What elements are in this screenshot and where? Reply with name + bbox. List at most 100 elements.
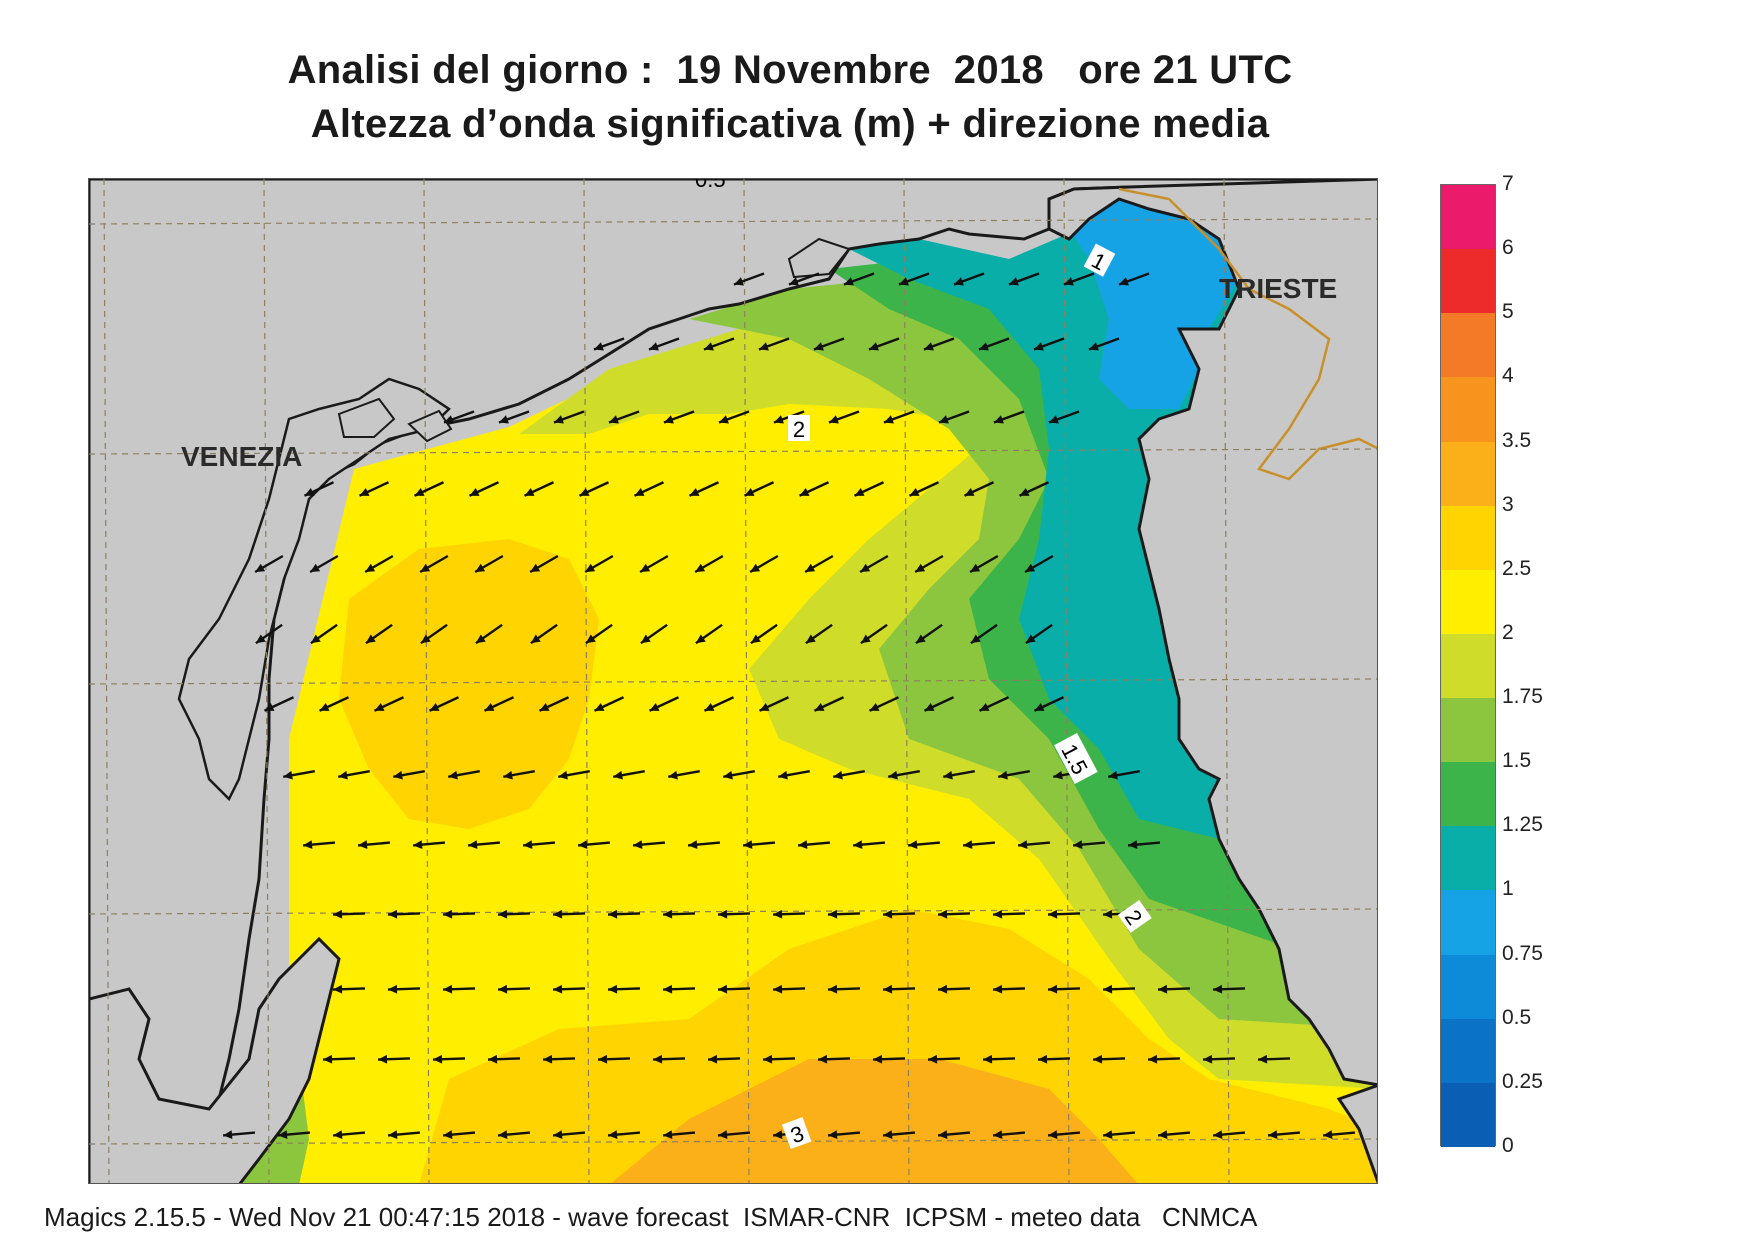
wave-arrow-head <box>1018 840 1028 849</box>
wave-arrow-head <box>553 1130 563 1139</box>
wave-arrow-head <box>420 634 431 644</box>
wave-arrow-head <box>909 488 920 496</box>
contour-label-2-north: 2 <box>788 415 810 442</box>
wave-arrow-head <box>1048 1130 1058 1139</box>
wave-arrow-head <box>943 770 953 780</box>
wave-arrow-head <box>993 1130 1003 1139</box>
wave-arrow-head <box>805 563 816 572</box>
wave-arrow-head <box>938 415 949 424</box>
wave-arrow-head <box>853 840 863 849</box>
wave-arrow-head <box>663 909 673 919</box>
color-scale-segment <box>1441 313 1495 378</box>
wave-arrow-head <box>843 277 854 286</box>
wave-arrow-head <box>1103 984 1113 994</box>
wave-arrow-head <box>498 984 508 994</box>
wave-arrow-head <box>278 1130 288 1139</box>
wave-arrow-head <box>1268 1130 1278 1139</box>
wave-arrow-head <box>433 1054 443 1064</box>
wave-arrow-head <box>613 770 623 780</box>
wave-arrow-head <box>264 703 275 711</box>
wave-arrow-head <box>598 1054 608 1064</box>
wave-arrow-head <box>915 563 926 572</box>
wave-arrow-head <box>898 277 909 286</box>
wave-arrow-head <box>970 563 981 572</box>
wave-arrow-head <box>663 1130 673 1139</box>
wave-arrow-head <box>663 415 674 424</box>
wave-arrow-head <box>1213 984 1223 994</box>
wave-arrow-head <box>530 563 541 572</box>
color-scale-segment <box>1441 377 1495 442</box>
wave-arrow-head <box>963 840 973 849</box>
wave-arrow-head <box>718 415 729 424</box>
wave-arrow-head <box>873 1054 883 1064</box>
wave-arrow-head <box>718 984 728 994</box>
wave-arrow-head <box>828 984 838 994</box>
wave-arrow-head <box>443 984 453 994</box>
wave-arrow-head <box>648 342 659 351</box>
color-scale-segment <box>1441 185 1495 250</box>
wave-arrow-head <box>374 703 385 711</box>
wave-arrow-head <box>1148 1054 1158 1064</box>
city-label-trieste: TRIESTE <box>1219 273 1338 304</box>
wave-arrow-head <box>378 1054 388 1064</box>
lagoon-island <box>407 409 453 443</box>
wave-arrow-head <box>443 415 454 424</box>
wave-arrow-head <box>585 634 596 644</box>
wave-arrow-head <box>634 488 645 496</box>
wave-arrow-head <box>788 277 799 286</box>
wave-arrow-head <box>773 909 783 919</box>
wave-arrow-head <box>773 984 783 994</box>
wave-arrow-head <box>805 634 816 644</box>
map-subtitle: Altezza d’onda significativa (m) + direz… <box>310 102 1270 146</box>
contour-label-3: 3 <box>781 1117 812 1150</box>
wave-arrow-head <box>689 488 700 496</box>
color-scale-segment <box>1441 505 1495 570</box>
wave-arrow-head <box>413 840 423 849</box>
wave-arrow-head <box>388 984 398 994</box>
land-istria <box>1047 179 1377 1087</box>
wave-arrow-head <box>448 770 458 780</box>
wave-arrow-head <box>970 634 981 644</box>
venice-lagoon <box>177 377 451 802</box>
color-scale-label: 5 <box>1502 300 1514 324</box>
wave-arrow-head <box>833 770 843 780</box>
color-scale-segment <box>1441 954 1495 1019</box>
color-scale-label: 0.75 <box>1502 941 1543 965</box>
wave-arrow-head <box>1213 1130 1223 1139</box>
wave-arrow-head <box>553 984 563 994</box>
wave-arrow-head <box>763 1054 773 1064</box>
color-scale-segment <box>1441 441 1495 506</box>
land-southwest <box>89 936 341 1183</box>
wave-arrow-head <box>979 703 990 711</box>
color-scale-segment <box>1441 633 1495 699</box>
wave-arrow-head <box>255 634 266 644</box>
wave-arrow-head <box>1323 1130 1333 1139</box>
sea-level-3-3p5 <box>611 1059 1138 1183</box>
wave-arrow-head <box>978 342 989 351</box>
wave-arrow-head <box>758 342 769 351</box>
wave-arrow-head <box>333 909 343 919</box>
wave-arrow-head <box>883 1130 893 1139</box>
color-scale-segment <box>1441 569 1495 634</box>
wave-arrow-head <box>593 342 604 351</box>
wave-arrow-head <box>953 277 964 286</box>
color-scale-label: 2.5 <box>1502 556 1532 580</box>
wave-arrow-head <box>923 342 934 351</box>
color-scale-label: 3 <box>1502 492 1514 516</box>
wave-arrow-head <box>759 703 770 711</box>
wave-arrow-head <box>1103 909 1113 919</box>
wave-arrow-head <box>469 488 480 496</box>
wave-arrow-head <box>608 909 618 919</box>
wave-arrow-head <box>1203 1054 1213 1064</box>
wave-map: 1 2 1.5 2 3 0.5 VENEZIA TRIESTE <box>88 178 1378 1184</box>
wave-arrow-head <box>1258 1054 1268 1064</box>
color-scale-segment <box>1441 249 1495 314</box>
color-scale-bar <box>1440 184 1496 1147</box>
wave-arrow-head <box>813 342 824 351</box>
wave-arrow-head <box>773 1130 783 1139</box>
wave-arrow-head <box>938 984 948 994</box>
wave-arrow-head <box>828 1130 838 1139</box>
color-scale-label: 1 <box>1502 877 1514 901</box>
wave-arrow-head <box>338 770 348 780</box>
color-scale-label: 4 <box>1502 364 1514 388</box>
